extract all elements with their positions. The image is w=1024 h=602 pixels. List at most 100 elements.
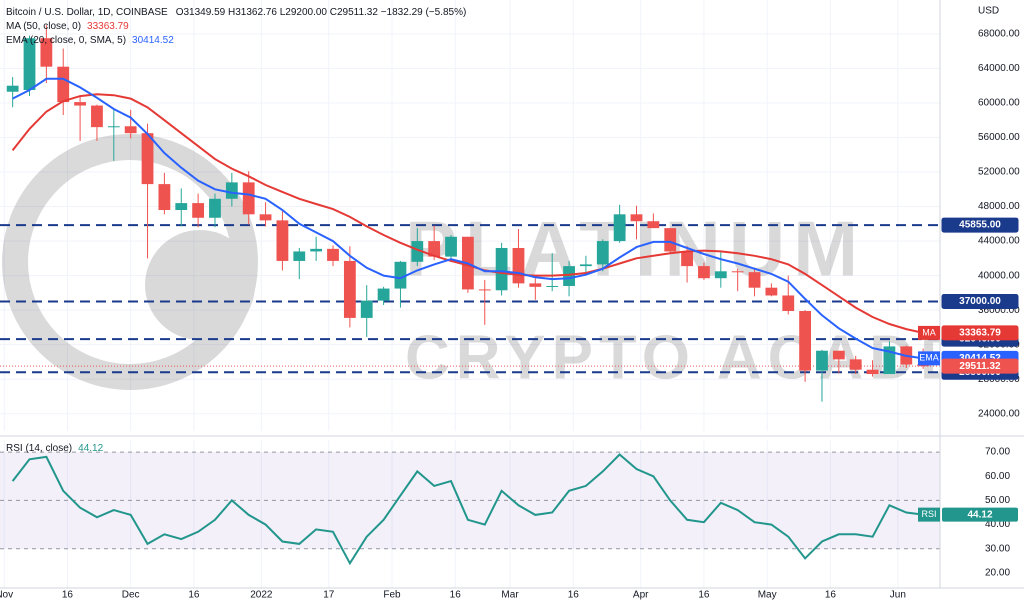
candle-body (225, 182, 238, 199)
x-tick-label: Nov (0, 590, 13, 601)
candle-body (74, 102, 86, 106)
legend-entry: EMA (20, close, 0, SMA, 5) 30414.52 (6, 35, 174, 46)
candle-body (495, 247, 508, 291)
x-tick-label: Dec (122, 590, 140, 601)
candle-body (832, 350, 845, 360)
candle-body (765, 287, 778, 296)
ohlc-header: O31349.59 H31362.76 L29200.00 C29511.32 … (176, 7, 467, 18)
legend-name: EMA (20, close, 0, SMA, 5) (6, 35, 126, 46)
watermark-logo (2, 134, 258, 390)
candle-body (276, 220, 289, 261)
x-tick-label: 2022 (250, 590, 273, 601)
candle-body (124, 126, 137, 134)
x-tick-label: 16 (825, 590, 837, 601)
y-tick-label: 70.00 (985, 447, 1010, 458)
chart-title: Bitcoin / U.S. Dollar, 1D, COINBASE (6, 7, 168, 18)
candle-body (293, 251, 306, 261)
candle-body (664, 228, 677, 252)
indicator-line (11, 93, 924, 334)
candle-body (209, 198, 221, 218)
legend-name: RSI (14, close) (6, 443, 72, 454)
price-label: 30414.52 (959, 353, 1001, 364)
candle-body (107, 126, 120, 128)
tag-bg (918, 351, 940, 366)
y-tick-label: 48000.00 (978, 201, 1020, 212)
candle-body (596, 241, 609, 265)
candle-body (175, 203, 188, 211)
candle-body (158, 184, 171, 211)
axis-unit: USD (978, 6, 999, 17)
x-tick-label: 16 (568, 590, 580, 601)
y-tick-label: 36000.00 (978, 305, 1020, 316)
y-tick-label: 64000.00 (978, 63, 1020, 74)
x-tick-label: 17 (323, 590, 335, 601)
candle-body (799, 311, 812, 371)
x-tick-label: Feb (383, 590, 401, 601)
candle-body (327, 248, 339, 261)
x-tick-label: 16 (698, 590, 710, 601)
legend-value: 30414.52 (132, 35, 174, 46)
candle-body (411, 241, 424, 262)
price-label-bg (941, 358, 1019, 374)
candle-body (57, 66, 70, 103)
candle-body (91, 105, 103, 128)
candle-body (343, 260, 356, 318)
legend-value: 33363.79 (87, 21, 129, 32)
tag: RSI (921, 509, 936, 519)
x-tick-label: 16 (450, 590, 462, 601)
price-label-bg (941, 217, 1019, 233)
x-tick-label: Apr (633, 590, 649, 601)
candle-body (748, 272, 761, 288)
x-tick-label: Jun (890, 590, 906, 601)
candle-body (428, 241, 441, 257)
candle-body (40, 38, 53, 67)
candle-body (731, 271, 744, 273)
tag-bg (918, 325, 940, 340)
price-label: 29511.32 (959, 361, 1001, 372)
y-tick-label: 20.00 (985, 568, 1010, 579)
candle-body (630, 214, 643, 222)
candle-body (580, 264, 592, 267)
candle-body (563, 266, 575, 286)
watermark-logo (145, 230, 255, 340)
candle-body (141, 133, 154, 185)
candle-body (698, 266, 710, 279)
price-label-bg (942, 507, 1018, 522)
header: Bitcoin / U.S. Dollar, 1D, COINBASE O3134… (6, 7, 466, 18)
axes: Nov 16 Dec 16 2022 17 Feb 16 Mar 16 Apr 16 May 16 Jun 2… (0, 29, 1020, 601)
candle-body (377, 288, 390, 301)
y-tick-label: 68000.00 (978, 29, 1020, 40)
x-tick-label: 16 (62, 590, 74, 601)
x-tick-label: Mar (501, 590, 519, 601)
candle-body (445, 236, 457, 257)
price-label: 44.12 (967, 509, 992, 520)
x-tick-label: May (758, 590, 777, 601)
legend-entry: MA (50, close, 0) 33363.79 (6, 21, 129, 32)
y-tick-label: 24000.00 (978, 408, 1020, 419)
price-label: 33363.79 (959, 328, 1001, 339)
price-label-bg (941, 325, 1019, 341)
candle-body (816, 350, 828, 371)
x-tick-label: 16 (188, 590, 200, 601)
candle-body (529, 283, 542, 287)
candle-body (23, 38, 36, 91)
tag: EMA (919, 353, 939, 363)
y-tick-label: 60.00 (985, 471, 1010, 482)
indicator-line (12, 77, 924, 360)
candle-body (394, 261, 407, 289)
y-tick-label: 50.00 (985, 495, 1010, 506)
legend-value: 44.12 (78, 443, 103, 454)
candle-body (546, 285, 559, 287)
candle-body (714, 271, 727, 279)
price-label: 45855.00 (959, 220, 1001, 231)
candle-body (6, 85, 19, 92)
y-tick-label: 40.00 (985, 519, 1010, 530)
y-tick-label: 60000.00 (978, 98, 1020, 109)
candle-body (259, 214, 272, 221)
candle-body (512, 247, 525, 284)
candle-body (681, 251, 693, 267)
price-label: 37000.00 (959, 296, 1001, 307)
candle-body (849, 359, 862, 370)
candle-body (192, 203, 205, 218)
